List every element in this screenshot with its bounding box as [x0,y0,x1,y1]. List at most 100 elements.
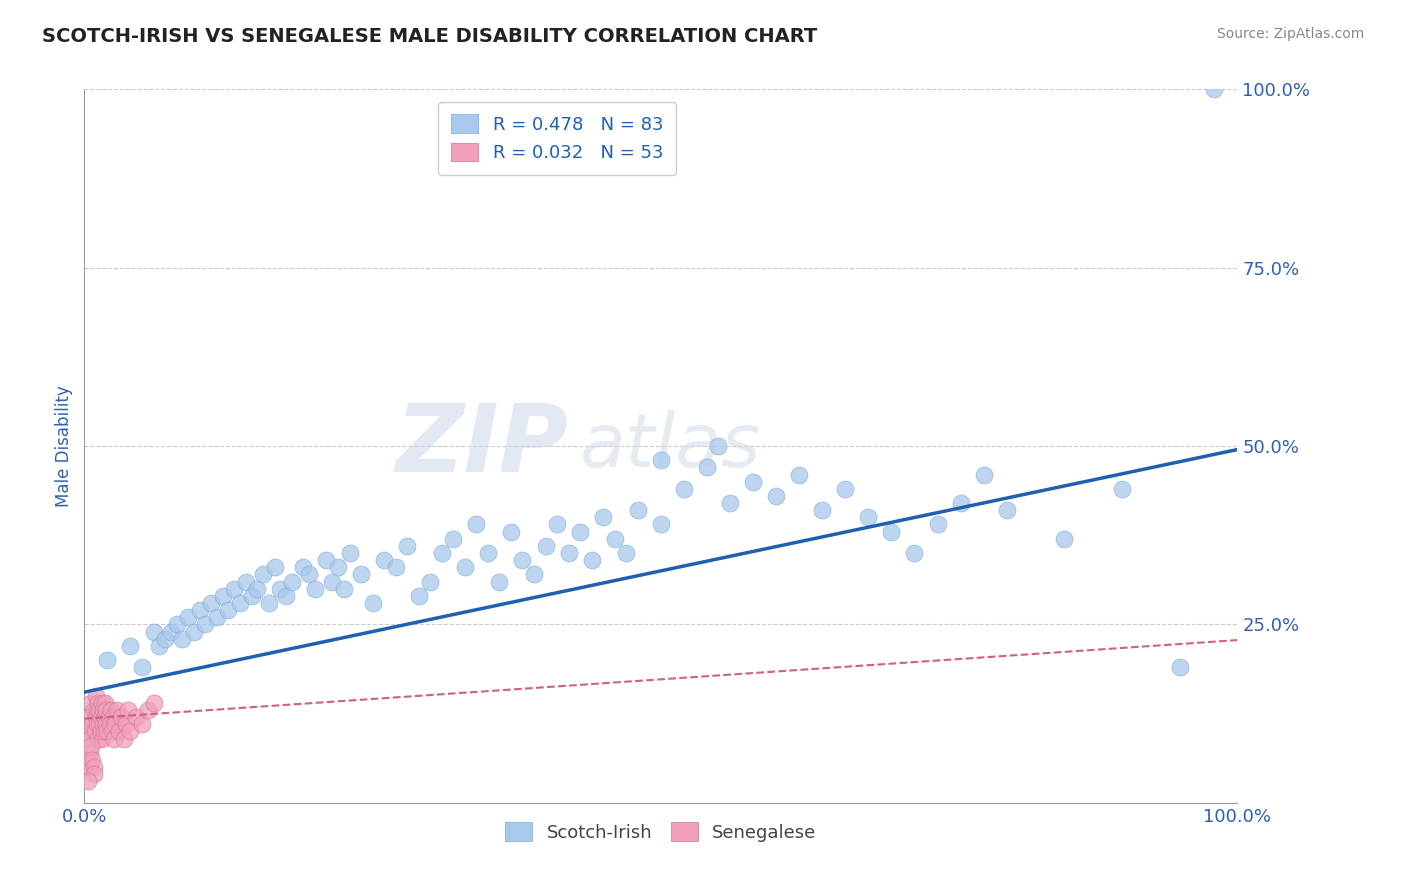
Point [718,496,741,510]
Point [361,596,384,610]
Point [858,510,880,524]
Point [101,724,124,739]
Point [153,632,176,646]
Point [94,710,117,724]
Point [90,731,112,746]
Text: Source: ZipAtlas.com: Source: ZipAtlas.com [1216,27,1364,41]
Point [91,703,114,717]
Point [83,703,105,717]
Point [82,717,104,731]
Point [246,582,269,596]
Point [205,610,228,624]
Point [1168,660,1191,674]
Point [408,589,430,603]
Legend: Scotch-Irish, Senegalese: Scotch-Irish, Senegalese [496,814,825,851]
Point [430,546,453,560]
Point [384,560,406,574]
Point [627,503,650,517]
Point [142,696,165,710]
Text: SCOTCH-IRISH VS SENEGALESE MALE DISABILITY CORRELATION CHART: SCOTCH-IRISH VS SENEGALESE MALE DISABILI… [42,27,817,45]
Point [83,724,105,739]
Point [105,703,128,717]
Point [91,717,114,731]
Point [103,710,124,724]
Point [98,717,121,731]
Point [326,560,349,574]
Point [108,724,131,739]
Point [523,567,546,582]
Point [117,703,139,717]
Point [80,696,103,710]
Point [125,710,148,724]
Point [1111,482,1133,496]
Point [269,582,291,596]
Point [77,760,100,774]
Point [96,653,118,667]
Point [103,731,125,746]
Point [76,724,98,739]
Point [76,753,98,767]
Point [93,724,115,739]
Point [1053,532,1076,546]
Point [581,553,603,567]
Point [148,639,170,653]
Point [100,703,122,717]
Point [84,689,107,703]
Point [949,496,972,510]
Point [973,467,995,482]
Point [257,596,280,610]
Point [263,560,285,574]
Point [96,717,118,731]
Point [87,731,110,746]
Point [811,503,834,517]
Point [465,517,488,532]
Point [321,574,343,589]
Point [131,660,153,674]
Point [696,460,718,475]
Point [172,632,194,646]
Point [142,624,165,639]
Point [927,517,949,532]
Point [304,582,326,596]
Point [183,624,205,639]
Point [252,567,274,582]
Point [97,710,120,724]
Point [419,574,441,589]
Point [339,546,361,560]
Point [166,617,188,632]
Point [373,553,395,567]
Point [315,553,337,567]
Point [83,760,105,774]
Point [160,624,183,639]
Point [557,546,579,560]
Point [96,703,118,717]
Point [454,560,477,574]
Point [441,532,464,546]
Point [89,703,111,717]
Point [79,731,101,746]
Point [94,696,117,710]
Point [650,453,672,467]
Point [79,746,101,760]
Point [89,710,111,724]
Point [707,439,730,453]
Point [200,596,222,610]
Point [104,717,127,731]
Point [112,731,135,746]
Point [880,524,903,539]
Point [995,503,1018,517]
Point [131,717,153,731]
Y-axis label: Male Disability: Male Disability [55,385,73,507]
Point [76,774,98,789]
Point [903,546,925,560]
Point [235,574,257,589]
Point [499,524,522,539]
Point [224,582,246,596]
Point [787,467,810,482]
Point [534,539,557,553]
Point [292,560,315,574]
Point [82,753,104,767]
Point [86,717,108,731]
Point [276,589,298,603]
Point [84,710,107,724]
